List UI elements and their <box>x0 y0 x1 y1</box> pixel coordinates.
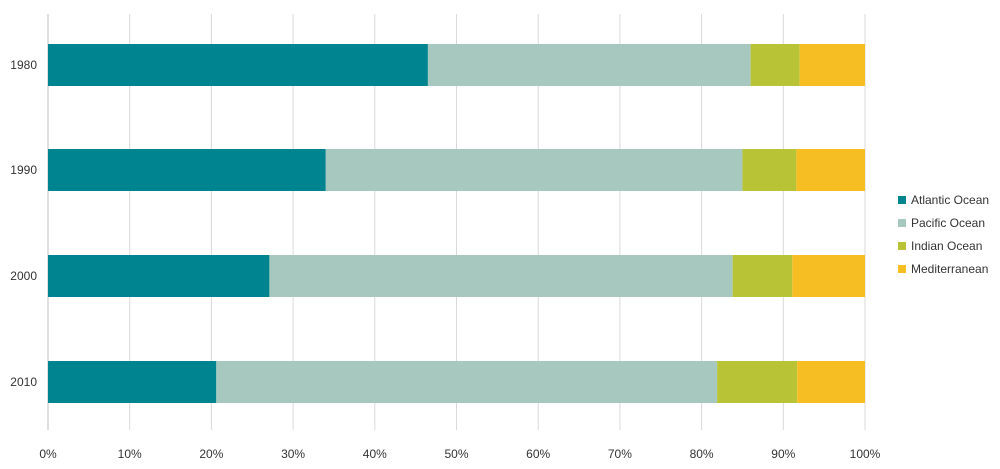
bar-atlantic-ocean-2000 <box>48 255 270 297</box>
y-tick-label: 1990 <box>10 163 37 177</box>
legend-label: Mediterranean <box>911 262 988 276</box>
x-tick-label: 0% <box>39 447 57 461</box>
x-tick-label: 40% <box>363 447 387 461</box>
bar-indian-ocean-1990 <box>742 149 797 191</box>
bar-mediterranean-2000 <box>792 255 865 297</box>
bar-indian-ocean-1980 <box>750 44 800 86</box>
bar-pacific-ocean-1980 <box>427 44 751 86</box>
x-tick-label: 50% <box>444 447 468 461</box>
y-tick-label: 2000 <box>10 269 37 283</box>
bar-indian-ocean-2010 <box>717 361 798 403</box>
legend-swatch <box>898 196 906 204</box>
y-axis-ticks: 1980 1990 2000 2010 <box>10 58 37 389</box>
x-tick-label: 60% <box>526 447 550 461</box>
bar-indian-ocean-2000 <box>732 255 793 297</box>
legend-label: Indian Ocean <box>911 239 982 253</box>
bar-mediterranean-1980 <box>799 44 865 86</box>
x-tick-label: 10% <box>118 447 142 461</box>
x-axis-ticks: 0% 10% 20% 30% 40% 50% 60% 70% 80% 90% 100% <box>39 447 880 461</box>
x-tick-label: 70% <box>608 447 632 461</box>
legend: Atlantic Ocean Pacific Ocean Indian Ocean M… <box>898 193 989 276</box>
x-tick-label: 90% <box>771 447 795 461</box>
legend-swatch <box>898 219 906 227</box>
x-tick-label: 80% <box>690 447 714 461</box>
bar-mediterranean-1990 <box>796 149 865 191</box>
y-tick-label: 2010 <box>10 375 37 389</box>
legend-swatch <box>898 242 906 250</box>
x-tick-label: 30% <box>281 447 305 461</box>
bar-pacific-ocean-2000 <box>269 255 733 297</box>
bars <box>48 44 865 403</box>
y-tick-label: 1980 <box>10 58 37 72</box>
legend-label: Pacific Ocean <box>911 216 985 230</box>
bar-atlantic-ocean-2010 <box>48 361 217 403</box>
bar-atlantic-ocean-1990 <box>48 149 326 191</box>
bar-pacific-ocean-2010 <box>216 361 718 403</box>
legend-swatch <box>898 265 906 273</box>
bar-pacific-ocean-1990 <box>325 149 743 191</box>
bar-atlantic-ocean-1980 <box>48 44 428 86</box>
x-tick-label: 20% <box>199 447 223 461</box>
bar-mediterranean-2010 <box>797 361 865 403</box>
legend-label: Atlantic Ocean <box>911 193 989 207</box>
x-tick-label: 100% <box>850 447 881 461</box>
